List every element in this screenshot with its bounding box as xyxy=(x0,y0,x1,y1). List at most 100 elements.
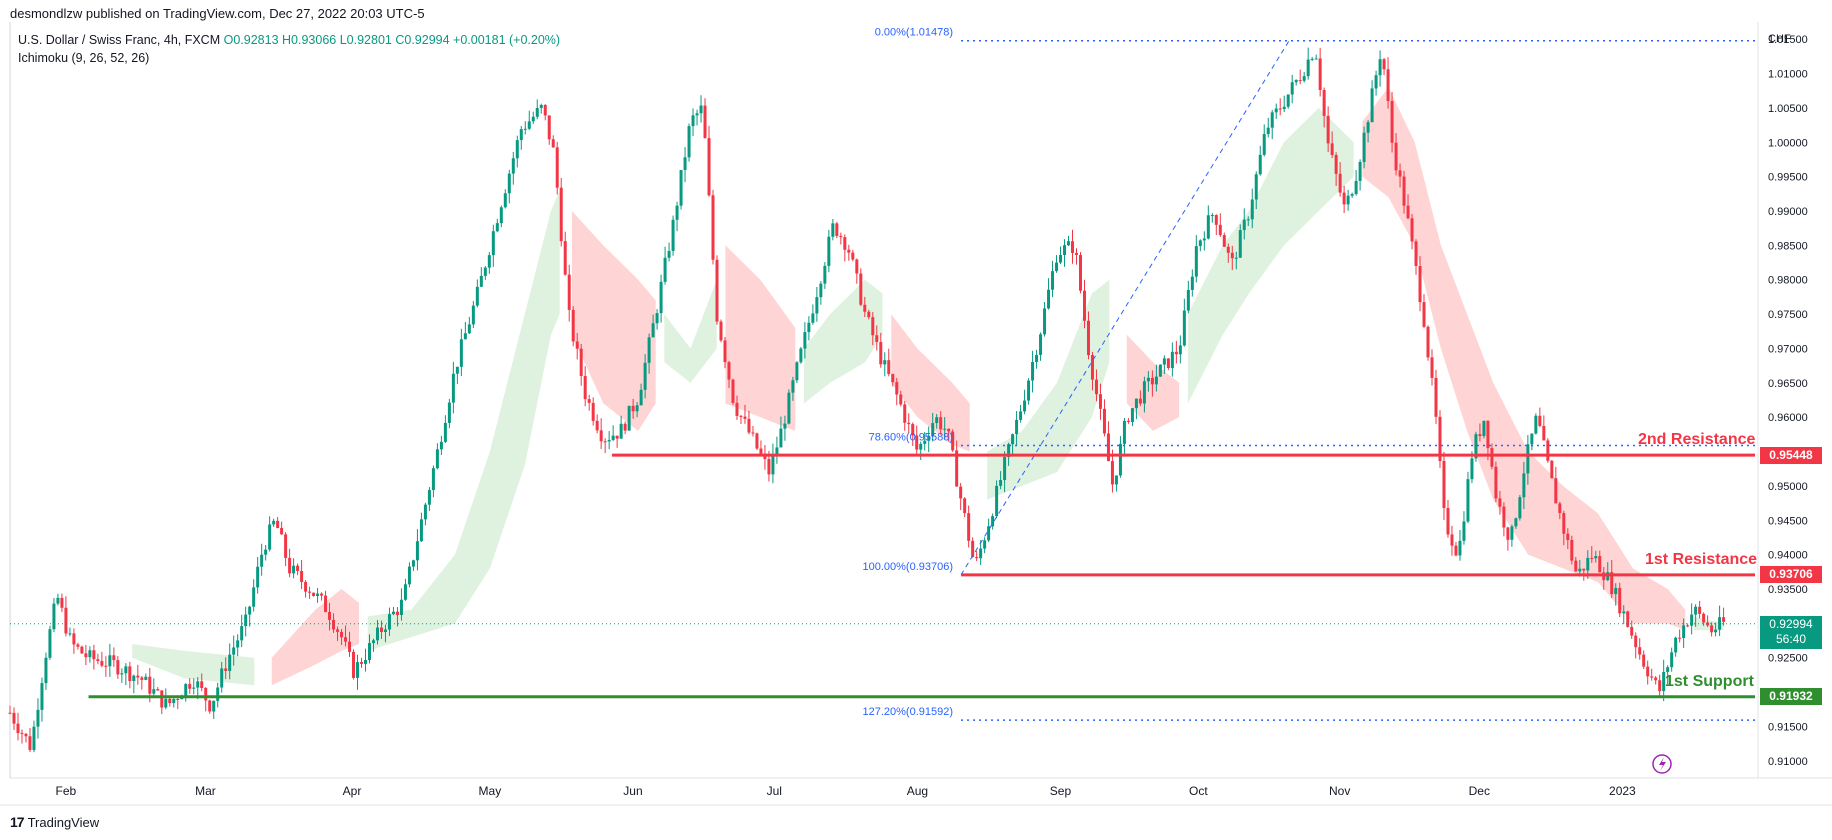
cloud-segment-up xyxy=(132,643,255,686)
candle-body xyxy=(1318,58,1322,91)
candle-body xyxy=(1370,88,1374,123)
candle-body xyxy=(1222,235,1226,247)
cloud-segment-up xyxy=(803,279,883,404)
candle-body xyxy=(340,631,344,638)
candle-body xyxy=(843,237,847,250)
candle-body xyxy=(312,592,316,596)
candle-body xyxy=(567,274,571,310)
cloud-segment-up xyxy=(664,279,717,383)
candle-body xyxy=(1322,90,1326,116)
candle-body xyxy=(64,607,68,634)
candle-body xyxy=(1346,195,1350,205)
candle-body xyxy=(128,666,132,682)
candle-body xyxy=(1578,568,1582,572)
candle-body xyxy=(1011,434,1015,445)
candle-body xyxy=(1442,460,1446,509)
candle-body xyxy=(8,712,12,714)
candle-body xyxy=(915,435,919,450)
price-tick-label: 0.99000 xyxy=(1768,206,1808,218)
candle-body xyxy=(1614,587,1618,595)
fib-level-label: 127.20%(0.91592) xyxy=(863,706,954,718)
candle-body xyxy=(1498,498,1502,507)
ohlc-open: O0.92813 xyxy=(223,33,279,47)
candle-body xyxy=(795,362,799,381)
candle-body xyxy=(547,115,551,140)
bar-countdown: 56:40 xyxy=(1775,631,1807,646)
candle-body xyxy=(839,235,843,238)
candle-body xyxy=(1426,326,1430,358)
candle-body xyxy=(811,313,815,323)
candle-body xyxy=(1059,255,1063,263)
candle-body xyxy=(479,275,483,287)
candle-body xyxy=(1686,625,1690,627)
candle-body xyxy=(1566,533,1570,541)
cloud-segment-up xyxy=(987,279,1110,500)
candle-body xyxy=(619,423,623,439)
candle-body xyxy=(419,519,423,542)
candle-body xyxy=(907,422,911,425)
fib-level-label: 100.00%(0.93706) xyxy=(863,561,954,573)
candle-body xyxy=(463,333,467,340)
candle-body xyxy=(28,736,32,751)
candle-body xyxy=(707,138,711,196)
tradingview-brand[interactable]: 17 TradingView xyxy=(10,814,99,830)
candle-body xyxy=(1410,218,1414,242)
candle-body xyxy=(1082,290,1086,321)
candle-body xyxy=(1067,241,1071,246)
time-tick-label: Aug xyxy=(907,784,928,798)
price-tag-2nd-resistance: 0.95448 xyxy=(1760,446,1822,464)
candle-body xyxy=(1650,676,1654,678)
candle-body xyxy=(1134,398,1138,409)
candle-body xyxy=(859,273,863,305)
indicator-legend[interactable]: Ichimoku (9, 26, 52, 26) xyxy=(18,51,150,65)
candle-body xyxy=(132,675,136,682)
candle-body xyxy=(1043,308,1047,335)
candle-body xyxy=(1202,238,1206,241)
candle-body xyxy=(487,255,491,268)
candle-body xyxy=(1422,302,1426,327)
candle-body xyxy=(144,676,148,680)
candle-body xyxy=(1031,362,1035,381)
candle-body xyxy=(515,140,519,159)
candle-body xyxy=(1638,647,1642,655)
candle-body xyxy=(1646,666,1650,677)
candle-body xyxy=(991,516,995,527)
candle-body xyxy=(1254,174,1258,200)
candle-body xyxy=(1035,354,1039,363)
candle-body xyxy=(399,599,403,616)
candle-body xyxy=(1594,556,1598,559)
candle-body xyxy=(651,323,655,338)
candle-body xyxy=(1338,173,1342,193)
candle-body xyxy=(1350,194,1354,196)
candle-body xyxy=(1306,59,1310,77)
candle-body xyxy=(979,548,983,559)
candle-body xyxy=(671,219,675,251)
candle-body xyxy=(204,688,208,701)
candle-body xyxy=(156,689,160,691)
cloud-segment-down xyxy=(725,245,796,431)
candle-body xyxy=(755,433,759,449)
candle-body xyxy=(1622,611,1626,614)
candle-body xyxy=(443,422,447,442)
candle-body xyxy=(1610,572,1614,595)
candle-body xyxy=(1682,625,1686,639)
candle-body xyxy=(615,435,619,439)
last-price-tag: 0.92994 56:40 xyxy=(1760,615,1822,649)
candle-body xyxy=(1274,108,1278,113)
candle-body xyxy=(1674,637,1678,653)
candle-body xyxy=(1106,433,1110,462)
candle-body xyxy=(196,681,200,688)
price-tick-label: 1.00000 xyxy=(1768,137,1808,149)
candle-body xyxy=(1019,411,1023,420)
candle-body xyxy=(1003,457,1007,481)
candle-body xyxy=(743,416,747,419)
candle-body xyxy=(1554,478,1558,504)
candle-body xyxy=(44,657,48,684)
candle-body xyxy=(60,597,64,608)
candle-body xyxy=(647,337,651,363)
candle-body xyxy=(1698,606,1702,614)
candle-body xyxy=(316,593,320,596)
price-tick-label: 0.91500 xyxy=(1768,721,1808,733)
